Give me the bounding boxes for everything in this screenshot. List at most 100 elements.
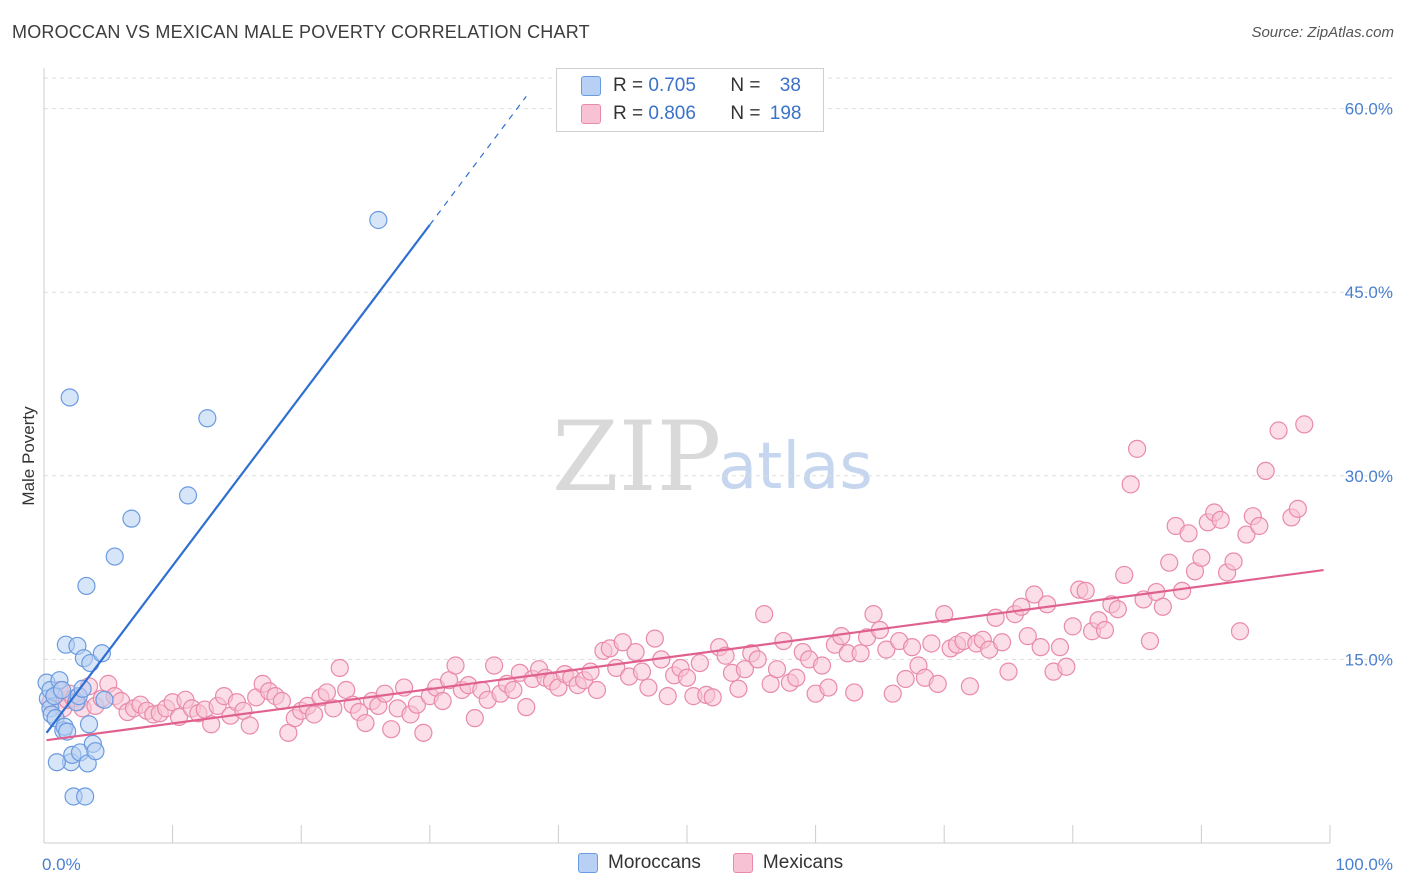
y-tick-labels: 15.0% 30.0% 45.0% 60.0% — [1345, 100, 1393, 670]
mexican-point — [729, 679, 748, 698]
mexican-point — [877, 640, 896, 659]
mexican-point — [613, 633, 632, 652]
source-credit: Source: ZipAtlas.com — [1251, 24, 1394, 41]
mexican-point — [1140, 631, 1160, 651]
mexican-point — [1160, 553, 1179, 572]
mexican-point — [1037, 595, 1057, 614]
mexican-point — [240, 716, 259, 735]
legend-n-value: 38 — [779, 75, 801, 96]
series-legend-label: Mexicans — [762, 852, 844, 873]
mexican-point — [1095, 620, 1115, 640]
mexican-point — [639, 678, 658, 697]
mexican-point — [1012, 597, 1031, 616]
mexican-point — [1288, 499, 1307, 518]
watermark: ZIP atlas — [552, 401, 873, 513]
y-tick-label: 60.0% — [1345, 100, 1393, 119]
mexican-point — [986, 608, 1005, 627]
mexican-point — [407, 695, 427, 714]
mexican-point — [202, 715, 221, 734]
mexican-point — [1237, 525, 1256, 544]
moroccan-point — [60, 388, 79, 407]
mexican-point — [748, 650, 767, 669]
moroccan-point — [198, 409, 217, 428]
mexican-point — [755, 605, 774, 624]
mexican-point — [1018, 627, 1037, 646]
y-tick-label: 45.0% — [1345, 283, 1393, 302]
mexican-point — [1076, 581, 1095, 600]
mexican-point — [883, 684, 902, 703]
legend-row-moroccans: R = 0.705 N = 38 — [581, 73, 801, 99]
mexican-point — [504, 680, 523, 700]
mexicans-trend-line — [46, 568, 1324, 742]
watermark-zip: ZIP — [552, 401, 721, 513]
moroccan-point — [105, 547, 124, 566]
mexicans-swatch — [732, 853, 753, 873]
mexican-point — [645, 629, 664, 648]
data-points — [37, 210, 1314, 806]
mexican-point — [1063, 617, 1082, 636]
mexican-point — [356, 713, 375, 733]
mexican-point — [703, 688, 722, 707]
mexican-point — [465, 709, 484, 728]
mexican-point — [1211, 510, 1230, 529]
mexican-point — [787, 668, 806, 687]
mexican-point — [1224, 552, 1243, 571]
y-axis-label: Male Poverty — [19, 406, 38, 506]
mexican-point — [922, 634, 941, 653]
legend-n-label: N = — [730, 103, 766, 124]
mexican-point — [677, 668, 697, 687]
series-legend-label: Moroccans — [608, 852, 701, 873]
mexican-point — [1269, 421, 1288, 440]
mexican-point — [517, 698, 536, 717]
mexican-point — [1050, 638, 1070, 657]
moroccan-point — [95, 690, 114, 709]
watermark-atlas: atlas — [718, 430, 873, 504]
mexican-point — [1108, 600, 1127, 619]
legend-r-value: 0.806 — [648, 103, 696, 124]
moroccan-point — [178, 486, 198, 505]
trend-lines — [45, 95, 1324, 742]
mexican-point — [433, 691, 452, 711]
mexican-point — [845, 683, 864, 702]
moroccan-point — [47, 753, 66, 772]
mexican-point — [632, 662, 652, 681]
chart-title: MOROCCAN VS MEXICAN MALE POVERTY CORRELA… — [12, 22, 590, 42]
x-tick-label-min: 0.0% — [42, 855, 81, 874]
mexican-point — [1192, 548, 1211, 567]
legend-r-value: 0.705 — [648, 75, 696, 96]
mexican-point — [1121, 475, 1140, 494]
moroccan-point — [77, 576, 96, 596]
moroccans-trend-line — [45, 224, 431, 734]
moroccan-point — [79, 715, 99, 734]
moroccan-point — [122, 509, 141, 528]
mexican-point — [1115, 565, 1134, 585]
moroccans-swatch — [581, 76, 601, 96]
mexican-point — [485, 656, 504, 675]
mexican-point — [1173, 581, 1192, 600]
mexican-point — [735, 660, 754, 679]
mexican-point — [446, 656, 465, 675]
mexican-point — [1179, 524, 1198, 543]
legend-r-label: R = — [613, 75, 649, 96]
x-tick-label-max: 100.0% — [1335, 855, 1393, 874]
mexican-point — [1153, 597, 1172, 616]
mexican-point — [382, 720, 401, 739]
mexican-point — [581, 662, 600, 681]
moroccan-point — [86, 742, 105, 761]
mexicans-swatch — [581, 104, 601, 124]
legend-row-mexicans: R = 0.806 N = 198 — [581, 101, 801, 127]
legend-r-label: R = — [613, 103, 649, 124]
mexican-point — [864, 605, 883, 624]
mexican-point — [1057, 657, 1076, 676]
mexican-point — [902, 638, 922, 657]
mexican-point — [626, 642, 645, 662]
axes — [43, 68, 1331, 844]
mexican-point — [1031, 638, 1050, 657]
moroccans-swatch — [578, 853, 598, 873]
moroccan-point — [92, 644, 111, 663]
moroccans-trend-extension — [429, 95, 527, 226]
legend-n-label: N = — [730, 75, 766, 96]
mexican-point — [767, 660, 787, 679]
mexican-point — [414, 723, 433, 742]
